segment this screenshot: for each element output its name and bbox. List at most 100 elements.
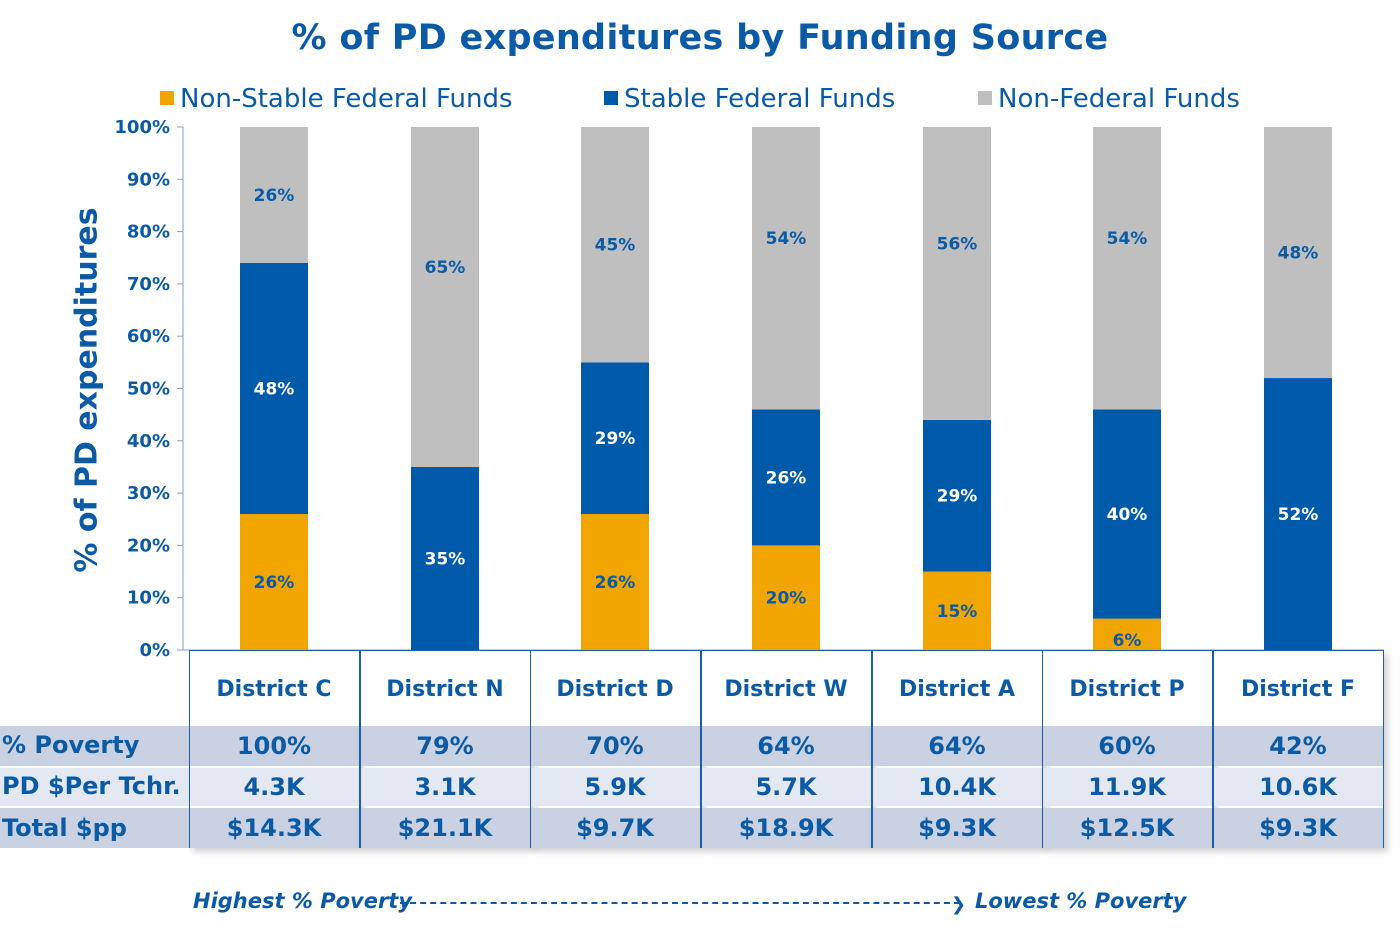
- data-label-non-federal-funds-district-w: 54%: [766, 229, 807, 249]
- cell-pd-per-teacher: 4.3K: [189, 768, 359, 806]
- y-tick-label: 20%: [127, 535, 170, 556]
- legend-label: Non-Federal Funds: [998, 84, 1240, 114]
- cell-total-pp: $21.1K: [360, 808, 530, 848]
- bar-segment-non-federal-funds-district-n: [411, 127, 479, 467]
- data-label-non-federal-funds-district-f: 48%: [1278, 244, 1319, 264]
- table-column: District D 70% 5.9K $9.7K: [529, 650, 701, 848]
- row-label-pd-per-teacher: PD $Per Tchr.: [2, 772, 181, 800]
- bar-segment-stable-federal-funds-district-c: [240, 262, 308, 515]
- legend-label: Non-Stable Federal Funds: [180, 84, 513, 114]
- data-label-stable-federal-funds-district-n: 35%: [425, 549, 466, 569]
- cell-pd-per-teacher: 5.7K: [701, 768, 871, 806]
- y-tick-label: 30%: [127, 483, 170, 504]
- y-tick-label: 80%: [127, 222, 170, 243]
- y-tick-label: 60%: [127, 326, 170, 347]
- data-label-stable-federal-funds-district-d: 29%: [595, 429, 636, 449]
- data-label-stable-federal-funds-district-c: 48%: [254, 380, 295, 400]
- data-label-stable-federal-funds-district-w: 26%: [766, 468, 807, 488]
- column-header: District N: [360, 651, 530, 727]
- data-label-non-federal-funds-district-d: 45%: [595, 236, 636, 256]
- data-label-stable-federal-funds-district-f: 52%: [1278, 505, 1319, 525]
- data-label-stable-federal-funds-district-a: 29%: [937, 487, 978, 507]
- column-header: District F: [1213, 651, 1383, 727]
- cell-total-pp: $9.7K: [530, 808, 700, 848]
- y-tick-label: 40%: [127, 431, 170, 452]
- bar-segment-non-stable-federal-funds-district-p: [1093, 618, 1161, 650]
- legend-swatch-non-federal: [978, 91, 992, 105]
- y-tick-label: 0%: [139, 640, 170, 661]
- column-header: District C: [189, 651, 359, 727]
- cell-total-pp: $12.5K: [1042, 808, 1212, 848]
- y-tick-label: 10%: [127, 588, 170, 609]
- cell-poverty: 64%: [701, 726, 871, 766]
- table-column: District P 60% 11.9K $12.5K: [1041, 650, 1213, 848]
- bar-segment-non-stable-federal-funds-district-w: [752, 545, 820, 650]
- legend-item-non-federal: Non-Federal Funds: [978, 84, 1240, 114]
- bar-segment-non-federal-funds-district-p: [1093, 127, 1161, 410]
- bar-segment-stable-federal-funds-district-p: [1093, 409, 1161, 619]
- cell-total-pp: $9.3K: [1213, 808, 1383, 848]
- bar-segment-non-stable-federal-funds-district-c: [240, 514, 308, 650]
- legend-item-stable-federal: Stable Federal Funds: [604, 84, 895, 114]
- cell-pd-per-teacher: 11.9K: [1042, 768, 1212, 806]
- legend-swatch-stable: [604, 91, 618, 105]
- bar-segment-non-federal-funds-district-w: [752, 127, 820, 410]
- bar-segment-non-federal-funds-district-f: [1264, 127, 1332, 379]
- column-header: District D: [530, 651, 700, 727]
- data-label-non-federal-funds-district-c: 26%: [254, 186, 295, 206]
- column-header: District W: [701, 651, 871, 727]
- cell-total-pp: $18.9K: [701, 808, 871, 848]
- footer-highest-poverty: Highest % Poverty: [193, 889, 413, 913]
- y-tick-label: 70%: [127, 274, 170, 295]
- cell-poverty: 79%: [360, 726, 530, 766]
- bar-segment-stable-federal-funds-district-a: [923, 419, 991, 572]
- column-header: District A: [872, 651, 1042, 727]
- y-tick-label: 50%: [127, 379, 170, 400]
- data-label-non-federal-funds-district-p: 54%: [1107, 229, 1148, 249]
- bar-segment-non-federal-funds-district-d: [581, 127, 649, 363]
- table-column: District F 42% 10.6K $9.3K: [1212, 650, 1384, 848]
- cell-poverty: 60%: [1042, 726, 1212, 766]
- bar-segment-non-stable-federal-funds-district-a: [923, 571, 991, 650]
- bar-segment-stable-federal-funds-district-f: [1264, 378, 1332, 650]
- bar-segment-stable-federal-funds-district-n: [411, 466, 479, 650]
- legend-item-non-stable-federal: Non-Stable Federal Funds: [160, 84, 513, 114]
- cell-pd-per-teacher: 10.4K: [872, 768, 1042, 806]
- data-label-non-federal-funds-district-a: 56%: [937, 234, 978, 254]
- y-tick-label: 100%: [114, 117, 170, 138]
- table-column: District W 64% 5.7K $18.9K: [700, 650, 872, 848]
- legend-swatch-non-stable: [160, 91, 174, 105]
- legend-label: Stable Federal Funds: [624, 84, 896, 114]
- bar-segment-stable-federal-funds-district-d: [581, 362, 649, 515]
- cell-poverty: 100%: [189, 726, 359, 766]
- data-label-non-stable-federal-funds-district-c: 26%: [254, 573, 295, 593]
- data-label-non-federal-funds-district-n: 65%: [425, 258, 466, 278]
- cell-total-pp: $9.3K: [872, 808, 1042, 848]
- footer-dashed-arrow: [400, 902, 960, 904]
- data-label-non-stable-federal-funds-district-p: 6%: [1113, 631, 1142, 651]
- table-column: District C 100% 4.3K $14.3K: [188, 650, 360, 848]
- cell-total-pp: $14.3K: [189, 808, 359, 848]
- column-header: District P: [1042, 651, 1212, 727]
- bar-segment-non-stable-federal-funds-district-d: [581, 514, 649, 650]
- cell-pd-per-teacher: 5.9K: [530, 768, 700, 806]
- arrowhead-icon: ❯: [951, 894, 967, 915]
- data-label-stable-federal-funds-district-p: 40%: [1107, 505, 1148, 525]
- legend: Non-Stable Federal Funds Stable Federal …: [0, 84, 1400, 118]
- chart-title: % of PD expenditures by Funding Source: [291, 18, 1109, 58]
- row-label-total-pp: Total $pp: [2, 814, 127, 842]
- cell-poverty: 42%: [1213, 726, 1383, 766]
- district-table: % Poverty PD $Per Tchr. Total $pp Distri…: [0, 650, 1400, 850]
- cell-pd-per-teacher: 10.6K: [1213, 768, 1383, 806]
- cell-poverty: 70%: [530, 726, 700, 766]
- data-label-non-stable-federal-funds-district-a: 15%: [937, 602, 978, 622]
- cell-poverty: 64%: [872, 726, 1042, 766]
- bar-segment-non-federal-funds-district-a: [923, 127, 991, 420]
- footer-lowest-poverty: Lowest % Poverty: [975, 889, 1187, 913]
- y-tick-label: 90%: [127, 169, 170, 190]
- bar-segment-non-federal-funds-district-c: [240, 127, 308, 263]
- data-label-non-stable-federal-funds-district-w: 20%: [766, 589, 807, 609]
- data-label-non-stable-federal-funds-district-d: 26%: [595, 573, 636, 593]
- row-label-poverty: % Poverty: [2, 731, 140, 759]
